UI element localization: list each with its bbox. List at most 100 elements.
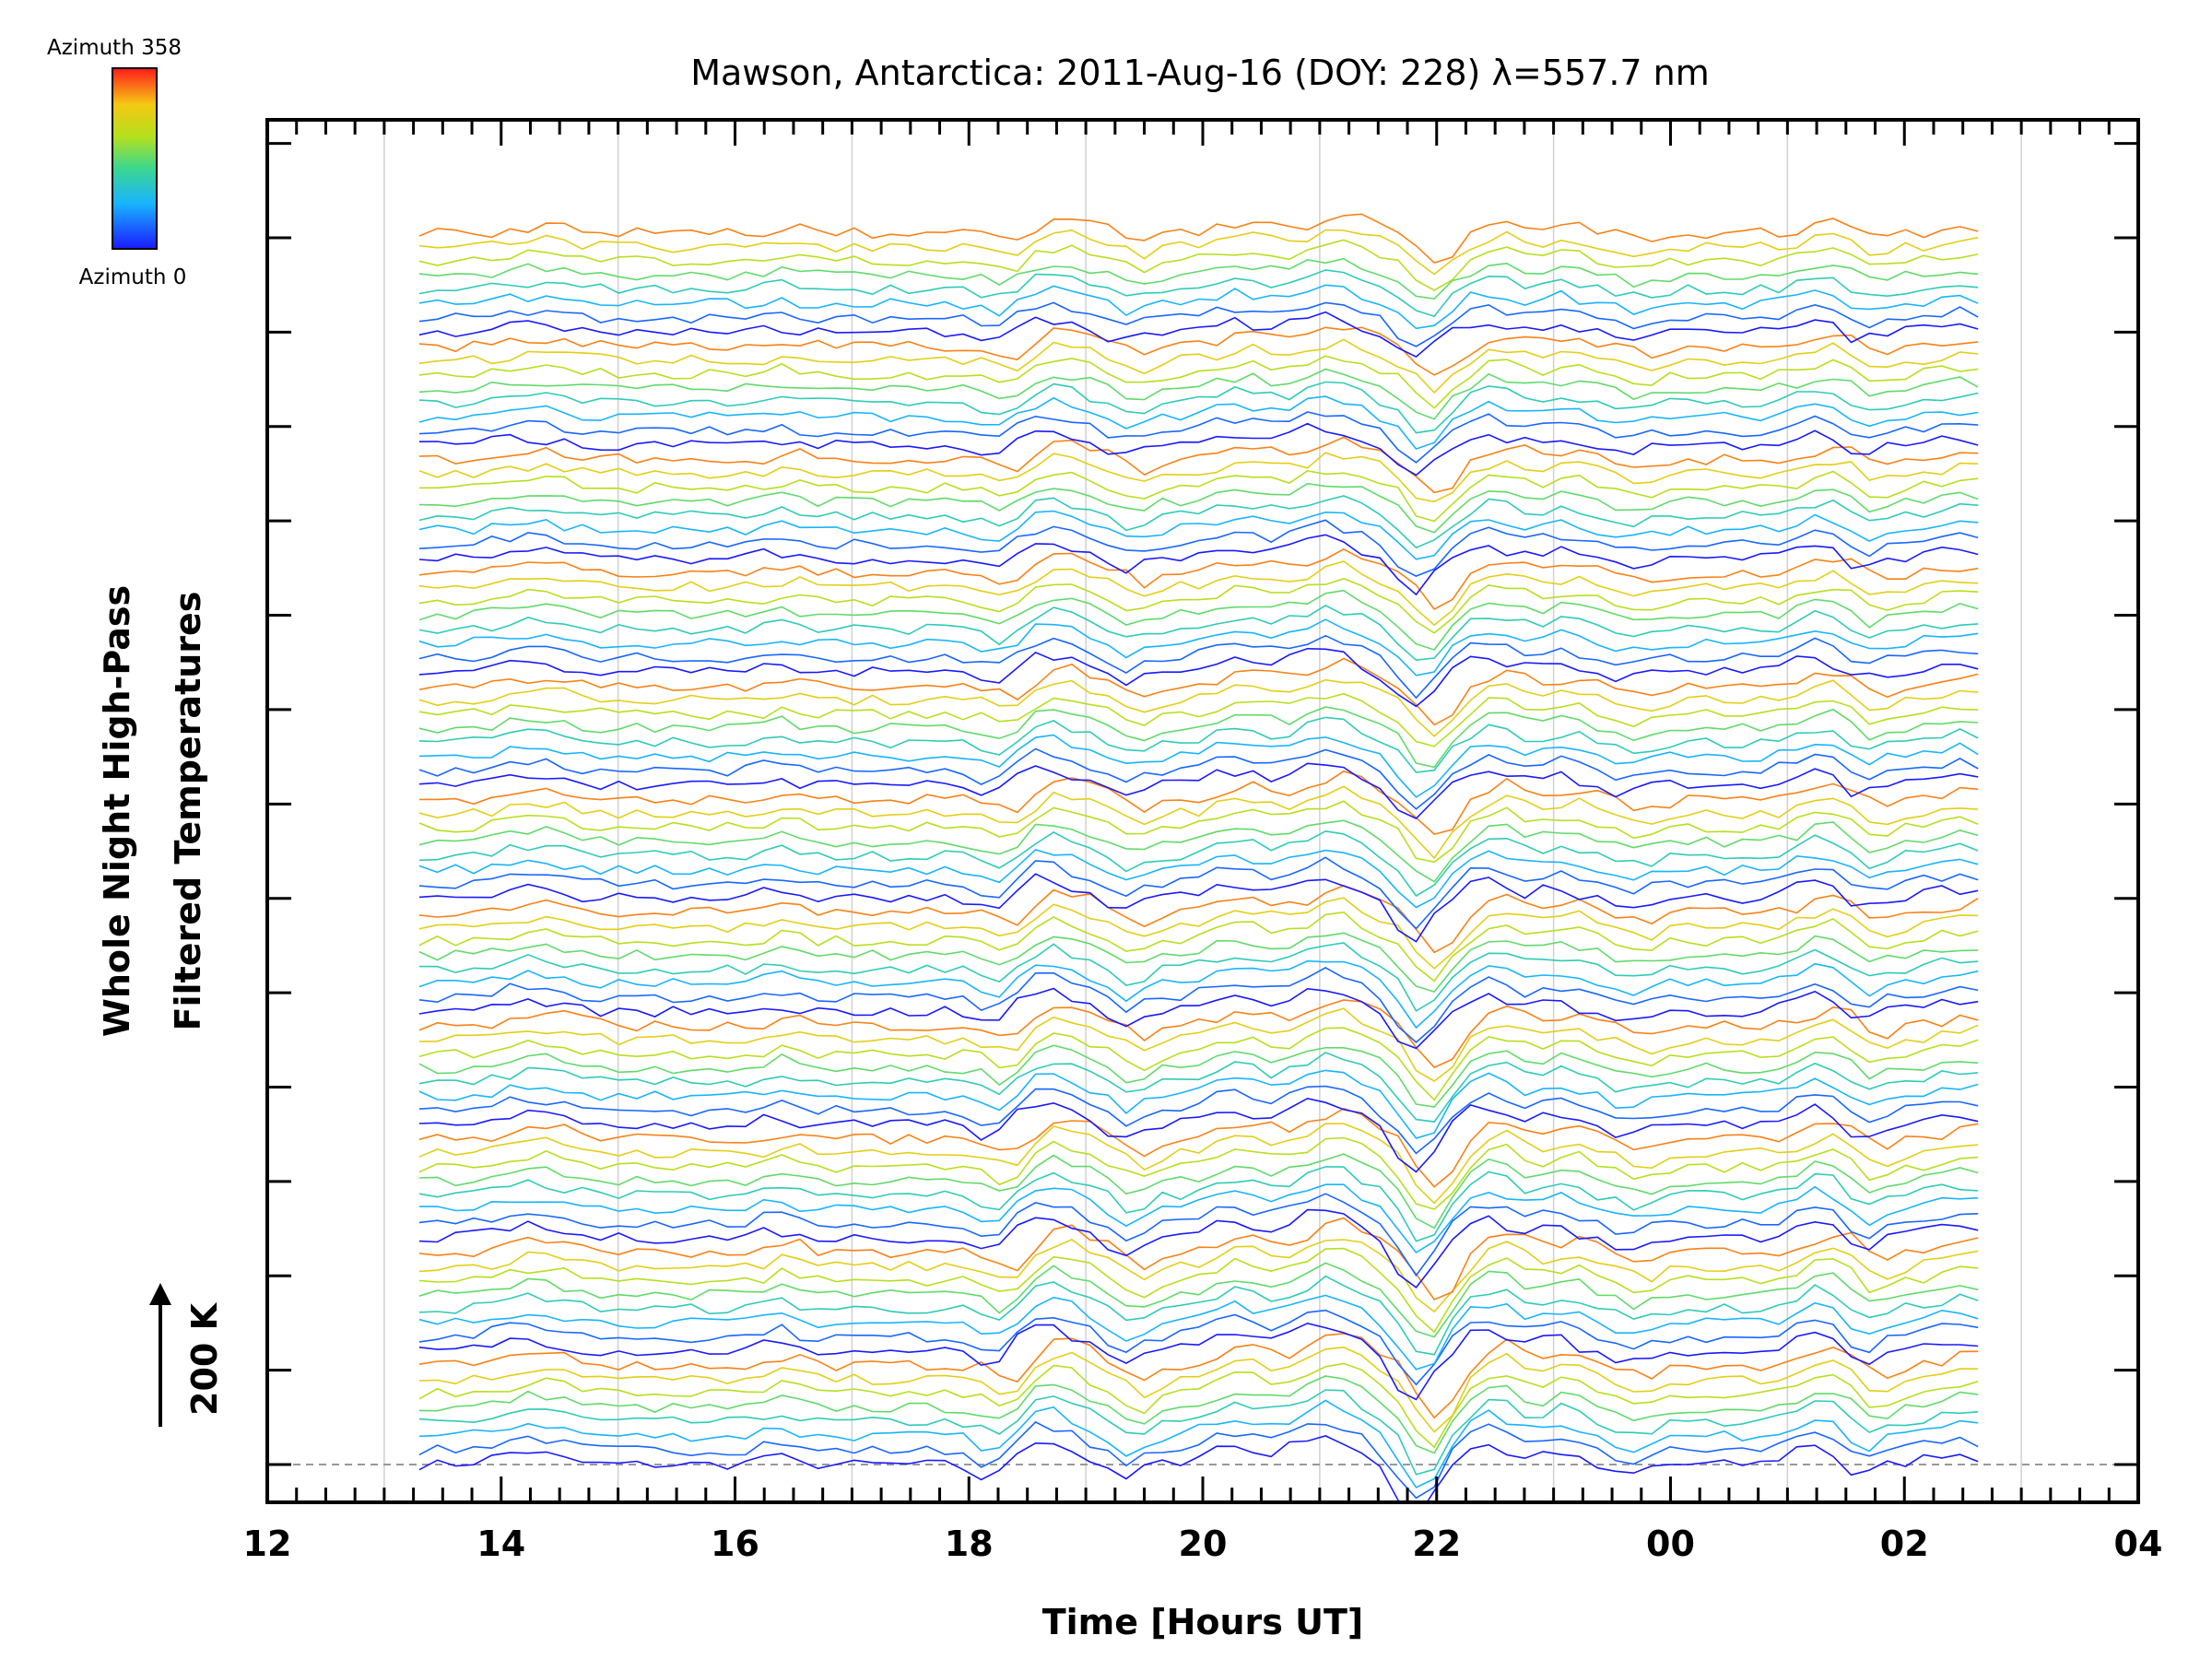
temperature-trace — [418, 355, 1979, 409]
temperature-trace — [418, 716, 1979, 773]
temperature-trace — [418, 589, 1979, 651]
x-axis-label: Time [Hours UT] — [1042, 1602, 1364, 1642]
temperature-trace — [418, 239, 1979, 291]
temperature-trace — [418, 1375, 1979, 1454]
x-tick-label: 18 — [945, 1524, 994, 1564]
temperature-trace — [418, 1052, 1979, 1123]
temperature-trace — [418, 1262, 1979, 1338]
axis-ticks — [265, 120, 2140, 1502]
x-tick-label: 02 — [1880, 1524, 1929, 1564]
temperature-trace — [418, 436, 1979, 494]
temperature-trace — [418, 678, 1979, 737]
temperature-trace — [418, 849, 1979, 909]
temperature-trace — [418, 1362, 1979, 1449]
x-tick-label: 12 — [243, 1524, 292, 1564]
temperature-trace — [418, 885, 1979, 954]
temperature-trace — [418, 326, 1979, 376]
temperature-trace — [418, 932, 1979, 994]
temperature-trace — [418, 1007, 1979, 1082]
temperature-trace — [418, 284, 1979, 330]
temperature-trace — [418, 1435, 1979, 1502]
temperature-trace — [418, 747, 1979, 810]
temperature-trace — [418, 911, 1979, 982]
temperature-trace — [418, 368, 1979, 420]
temperature-traces — [418, 213, 1979, 1502]
temperature-trace — [418, 942, 1979, 1012]
temperature-trace — [418, 422, 1979, 477]
temperature-trace — [418, 830, 1979, 898]
temperature-trace — [418, 1153, 1979, 1230]
temperature-trace — [418, 1183, 1979, 1254]
temperature-trace — [418, 1193, 1979, 1277]
temperature-trace — [418, 1294, 1979, 1371]
temperature-trace — [418, 999, 1979, 1069]
temperature-trace — [418, 482, 1979, 534]
colorbar-top-label: Azimuth 358 — [47, 36, 182, 60]
scale-bar-arrow — [149, 1283, 171, 1427]
temperature-trace — [418, 452, 1979, 503]
y-axis-label-line1: Whole Night High-Pass — [97, 585, 137, 1037]
temperature-trace — [418, 560, 1979, 627]
temperature-trace — [418, 1399, 1979, 1488]
temperature-trace — [418, 1389, 1979, 1476]
temperature-trace — [418, 819, 1979, 883]
temperature-trace — [418, 770, 1979, 835]
temperature-trace — [418, 785, 1979, 860]
temperature-trace — [418, 873, 1979, 943]
temperature-trace — [418, 495, 1979, 549]
temperature-trace — [418, 229, 1979, 276]
x-tick-label: 00 — [1646, 1524, 1695, 1564]
x-tick-label: 22 — [1412, 1524, 1461, 1564]
temperature-trace — [418, 1123, 1979, 1205]
temperature-trace — [418, 1107, 1979, 1188]
x-tick-label: 20 — [1179, 1524, 1228, 1564]
y-axis-label-line2: Filtered Temperatures — [168, 592, 208, 1031]
temperature-trace — [418, 657, 1979, 726]
temperature-trace — [418, 1136, 1979, 1210]
azimuth-colorbar — [112, 67, 158, 250]
temperature-trace — [418, 1208, 1979, 1289]
temperature-trace — [418, 1166, 1979, 1242]
temperature-trace — [418, 534, 1979, 596]
scale-bar-label: 200 K — [184, 1301, 225, 1416]
temperature-trace — [418, 510, 1979, 560]
temperature-trace — [418, 706, 1979, 769]
x-tick-label: 04 — [2114, 1524, 2163, 1564]
temperature-trace — [418, 1346, 1979, 1433]
colorbar-bottom-label: Azimuth 0 — [79, 265, 187, 289]
temperature-trace — [418, 634, 1979, 700]
temperature-trace — [418, 1069, 1979, 1139]
temperature-trace — [418, 301, 1979, 347]
temperature-trace — [418, 604, 1979, 662]
temperature-trace — [418, 469, 1979, 523]
temperature-trace — [418, 734, 1979, 798]
temperature-trace — [418, 547, 1979, 611]
temperature-trace — [418, 1275, 1979, 1356]
temperature-trace — [418, 959, 1979, 1030]
temperature-trace — [418, 1247, 1979, 1334]
temperature-trace — [418, 618, 1979, 677]
temperature-trace — [418, 1333, 1979, 1419]
temperature-trace — [418, 395, 1979, 451]
temperature-trace — [418, 987, 1979, 1050]
temperature-trace — [418, 762, 1979, 819]
temperature-trace — [418, 1309, 1979, 1386]
temperature-trace — [418, 269, 1979, 318]
temperature-trace — [418, 311, 1979, 359]
x-tick-label: 16 — [711, 1524, 759, 1564]
temperature-trace — [418, 578, 1979, 634]
temperature-trace — [418, 213, 1979, 265]
x-tick-labels: 12 14 16 18 20 22 00 02 04 — [243, 1524, 2163, 1564]
temperature-trace — [418, 692, 1979, 747]
temperature-trace — [418, 381, 1979, 434]
temperature-trace — [418, 338, 1979, 394]
temperature-trace — [418, 519, 1979, 577]
temperature-trace — [418, 257, 1979, 300]
temperature-trace — [418, 1097, 1979, 1173]
temperature-trace — [418, 1322, 1979, 1401]
temperature-trace — [418, 1238, 1979, 1313]
temperature-trace — [418, 411, 1979, 464]
chart-title: Mawson, Antarctica: 2011-Aug-16 (DOY: 22… — [690, 53, 1710, 93]
temperature-trace — [418, 1420, 1979, 1500]
